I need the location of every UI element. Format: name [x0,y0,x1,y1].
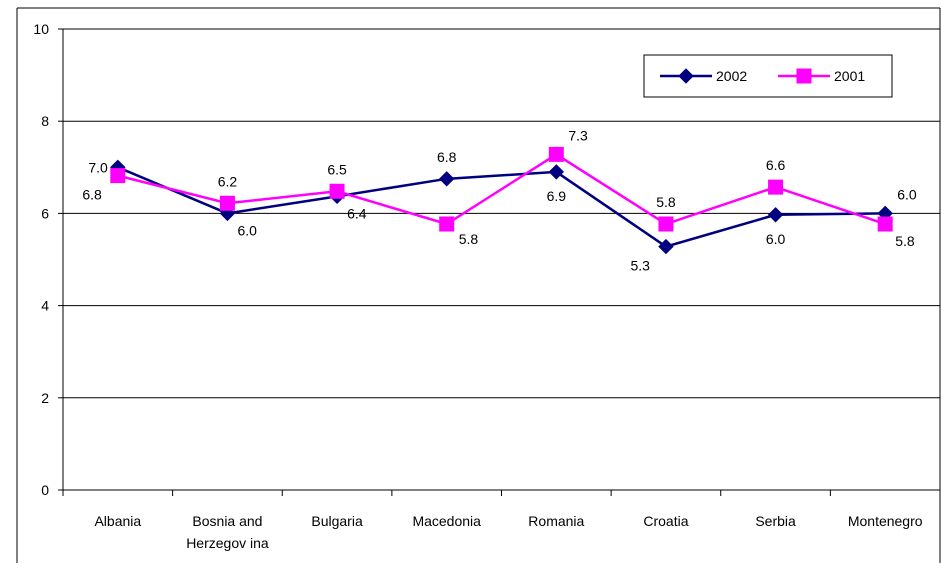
data-point-2001 [110,168,126,184]
legend-label: 2001 [834,68,865,84]
x-tick-label: Albania [94,513,141,529]
x-tick-label: Romania [528,513,584,529]
y-tick-label: 8 [41,113,49,129]
y-tick-label: 4 [41,298,49,314]
y-tick-label: 6 [41,205,49,221]
data-label-2001: 5.8 [895,233,915,249]
data-point-2002 [548,164,565,180]
data-label-2002: 7.0 [88,159,108,175]
x-tick-label: Serbia [755,513,796,529]
data-label-2001: 5.8 [656,194,676,210]
legend-marker [796,68,812,84]
x-tick-label: Croatia [643,513,688,529]
data-point-2001 [329,183,345,199]
data-label-2001: 6.2 [218,173,238,189]
data-point-2001 [877,216,893,232]
axes: 0 2 4 6 8 10 Albania Bosnia and Herzegov ina Bulg… [16,7,941,563]
data-label-2002: 6.4 [347,205,367,221]
x-tick-label: Macedonia [412,513,481,529]
data-point-2001 [219,195,235,211]
legend: 2002 2001 [643,54,893,98]
legend-item-2001: 2001 [778,68,865,84]
x-tick-label: Montenegro [848,513,923,529]
gridlines [63,28,940,399]
data-point-2002 [767,207,784,223]
data-label-2002: 6.0 [897,186,917,202]
y-tick-label: 10 [33,21,49,37]
data-point-2001 [768,179,784,195]
data-label-2002: 5.3 [630,258,650,274]
legend-label: 2002 [716,68,747,84]
data-label-2001: 5.8 [459,231,479,247]
data-labels: 7.0 6.0 6.4 6.8 6.9 5.3 6.0 6.0 6.8 6.2 6.5 5.8 7.3 5… [82,127,917,273]
data-label-2002: 6.0 [237,222,257,238]
data-label-2001: 7.3 [568,127,588,143]
series-line-2001 [117,152,886,226]
series-line-2002 [117,166,886,248]
data-label-2001: 6.6 [766,157,786,173]
data-label-2002: 6.8 [437,149,457,165]
data-point-2001 [439,216,455,232]
data-label-2002: 6.0 [766,231,786,247]
x-tick-label: Bulgaria [311,513,363,529]
y-tick-label: 0 [41,482,49,498]
data-point-2001 [548,146,564,162]
legend-item-2002: 2002 [660,68,747,84]
data-point-2002 [438,171,455,187]
series [110,146,893,255]
data-point-2002 [658,238,674,255]
series-2001 [110,146,893,232]
data-label-2002: 6.9 [547,188,567,204]
legend-marker [678,68,694,84]
data-label-2001: 6.8 [82,187,102,203]
y-tick-label: 2 [41,390,49,406]
data-label-2001: 6.5 [327,161,347,177]
data-point-2001 [658,216,674,232]
x-tick-label: Bosnia and Herzegov ina [186,513,269,551]
